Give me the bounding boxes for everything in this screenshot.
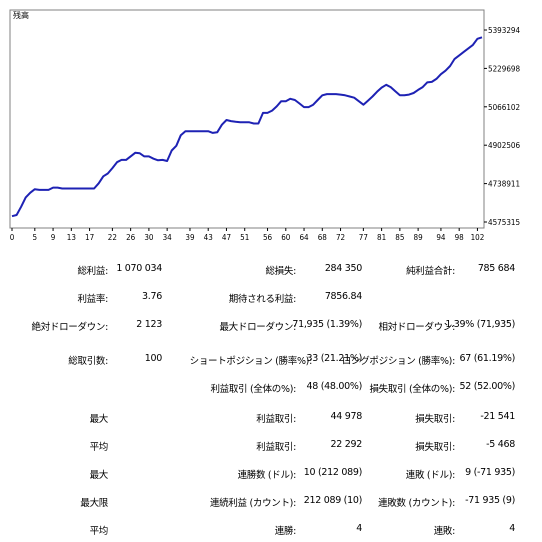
x-tick-label: 47 — [222, 233, 231, 242]
x-tick-label: 85 — [395, 233, 404, 242]
chart-title: 残高 — [13, 10, 29, 20]
label-long-positions: ロングポジション (勝率%): — [341, 356, 455, 367]
value-gross-loss: 284 350 — [324, 263, 362, 274]
label-total-trades: 総取引数: — [68, 356, 108, 367]
value-profit-trades: 48 (48.00%) — [306, 381, 363, 392]
label-maximal: 最大限 — [80, 498, 108, 509]
value-maximal-drawdown: 71,935 (1.39%) — [292, 319, 362, 330]
x-tick-label: 34 — [163, 233, 173, 242]
y-tick-label: 4902506 — [488, 141, 520, 150]
label-average-loss-trade: 損失取引: — [415, 442, 455, 453]
label-average: 平均 — [89, 442, 109, 453]
label-consecutive-loss-count: 連敗数 (カウント): — [378, 498, 455, 509]
value-loss-trades: 52 (52.00%) — [459, 381, 516, 392]
x-tick-label: 17 — [85, 233, 94, 242]
label-expected-payoff: 期待される利益: — [228, 294, 297, 305]
x-tick-label: 9 — [51, 233, 56, 242]
balance-line — [11, 36, 483, 218]
x-tick-label: 102 — [471, 233, 485, 242]
label-average-consecutive: 平均 — [89, 526, 109, 537]
label-largest-loss-trade: 損失取引: — [415, 414, 455, 425]
y-tick-label: 5393294 — [488, 26, 520, 35]
value-consecutive-wins: 4 — [356, 523, 362, 534]
x-tick-label: 39 — [185, 233, 195, 242]
x-tick-label: 56 — [263, 233, 273, 242]
value-net-profit: 785 684 — [477, 263, 515, 274]
label-relative-drawdown: 相対ドローダウン: — [378, 322, 455, 333]
label-maximum: 最大 — [89, 470, 109, 481]
x-tick-label: 51 — [240, 233, 249, 242]
value-consecutive-wins-money: 10 (212 089) — [303, 467, 363, 478]
x-tick-label: 30 — [144, 233, 154, 242]
label-net-profit: 純利益合計: — [406, 266, 455, 277]
value-consecutive-losses: 4 — [509, 523, 515, 534]
label-consecutive-losses-money: 連敗 (ドル): — [405, 470, 456, 481]
value-relative-drawdown: 1.39% (71,935) — [445, 319, 515, 330]
value-short-positions: 33 (21.21%) — [306, 353, 363, 364]
balance-chart-svg: 残高 5393294 5229698 5066102 4902506 4738911 457… — [9, 9, 520, 242]
x-tick-label: 60 — [281, 233, 291, 242]
value-total-trades: 100 — [144, 353, 163, 364]
value-consecutive-loss-count: -71 935 (9) — [465, 495, 515, 506]
label-profit-factor: 利益率: — [77, 294, 108, 305]
value-average-loss-trade: -5 468 — [486, 439, 515, 450]
plot-frame — [9, 9, 485, 229]
y-tick-label: 4575315 — [488, 218, 520, 227]
label-maximal-drawdown: 最大ドローダウン: — [219, 322, 296, 333]
value-gross-profit: 1 070 034 — [116, 263, 162, 274]
label-average-profit-trade: 利益取引: — [256, 442, 296, 453]
label-largest: 最大 — [89, 414, 109, 425]
label-largest-profit-trade: 利益取引: — [256, 414, 296, 425]
value-average-profit-trade: 22 292 — [330, 439, 363, 450]
label-short-positions: ショートポジション (勝率%): — [189, 356, 313, 367]
value-consecutive-losses-money: 9 (-71 935) — [465, 467, 515, 478]
x-tick-label: 81 — [377, 233, 386, 242]
x-tick-label: 26 — [126, 233, 136, 242]
x-tick-label: 89 — [414, 233, 424, 242]
x-tick-label: 5 — [33, 233, 38, 242]
label-gross-loss: 総損失: — [265, 266, 296, 277]
x-tick-label: 0 — [10, 233, 15, 242]
label-consecutive-losses: 連敗: — [433, 526, 456, 537]
x-tick-label: 22 — [108, 233, 117, 242]
label-gross-profit: 総利益: — [77, 266, 108, 277]
x-tick-label: 13 — [67, 233, 76, 242]
stats-table: 総利益: 1 070 034 総損失: 284 350 純利益合計: 785 6… — [0, 255, 542, 542]
x-tick-label: 64 — [299, 233, 309, 242]
value-profit-factor: 3.76 — [142, 291, 162, 302]
x-tick-label: 68 — [318, 233, 328, 242]
x-tick-label: 72 — [336, 233, 345, 242]
value-expected-payoff: 7856.84 — [324, 291, 362, 302]
y-tick-label: 5229698 — [488, 64, 520, 73]
y-tick-label: 4738911 — [488, 180, 520, 189]
label-consecutive-wins: 連勝: — [274, 526, 297, 537]
value-long-positions: 67 (61.19%) — [459, 353, 516, 364]
label-consecutive-wins-money: 連勝数 (ドル): — [237, 470, 297, 481]
x-tick-label: 43 — [204, 233, 213, 242]
balance-chart: 残高 5393294 5229698 5066102 4902506 4738911 457… — [0, 0, 542, 250]
x-tick-label: 94 — [436, 233, 446, 242]
label-profit-trades: 利益取引 (全体の%): — [210, 384, 296, 395]
value-largest-loss-trade: -21 541 — [480, 411, 515, 422]
label-absolute-drawdown: 絶対ドローダウン: — [31, 322, 108, 333]
x-tick-label: 77 — [359, 233, 368, 242]
label-consecutive-profit-count: 連続利益 (カウント): — [209, 498, 296, 509]
y-tick-label: 5066102 — [488, 103, 520, 112]
value-absolute-drawdown: 2 123 — [136, 319, 162, 330]
value-largest-profit-trade: 44 978 — [330, 411, 363, 422]
x-tick-label: 98 — [455, 233, 465, 242]
value-consecutive-profit-count: 212 089 (10) — [303, 495, 363, 506]
label-loss-trades: 損失取引 (全体の%): — [369, 384, 455, 395]
